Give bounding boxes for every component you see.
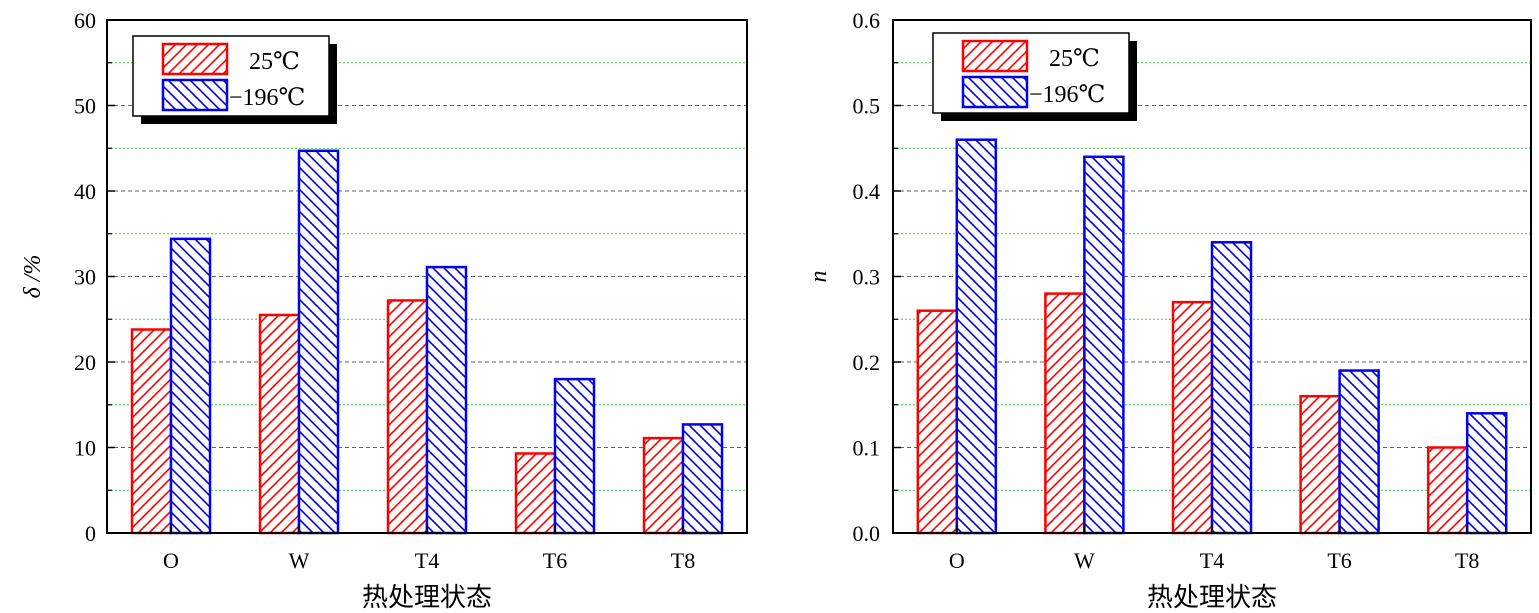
bar-t6-series-2 — [553, 377, 596, 535]
bar-t6-series-1 — [1299, 394, 1341, 535]
bar-o-series-1 — [916, 309, 959, 535]
legend-swatch-2 — [161, 78, 229, 112]
x-tick-label: T8 — [1455, 548, 1479, 573]
legend-label-2: −196℃ — [229, 85, 305, 111]
y-tick-label: 0.6 — [853, 8, 881, 33]
x-tick-label: O — [949, 548, 965, 573]
bar-w-series-2 — [297, 149, 340, 535]
plot-frame — [106, 19, 748, 534]
bar-o-series-2 — [955, 138, 998, 535]
bar-w-series-2 — [1083, 155, 1125, 535]
y-tick-label: 0.3 — [853, 265, 881, 290]
y-tick-label: 40 — [74, 179, 96, 204]
y-tick-label: 10 — [74, 436, 96, 461]
legend-swatch-2 — [961, 75, 1029, 109]
bar-o-series-1 — [130, 328, 173, 535]
x-axis-label: 热处理状态 — [362, 583, 492, 612]
y-axis-label: δ /% — [20, 255, 46, 299]
x-tick-label: T4 — [415, 548, 439, 573]
legend: 25℃ −196℃ — [932, 32, 1137, 121]
y-tick-label: 0.2 — [853, 350, 881, 375]
legend-label-2: −196℃ — [1029, 82, 1105, 108]
legend: 25℃ −196℃ — [132, 35, 337, 124]
bar-t4-series-2 — [1210, 241, 1253, 535]
x-tick-label: T6 — [543, 548, 567, 573]
legend-label-1: 25℃ — [1049, 46, 1100, 72]
bar-t8-series-2 — [681, 423, 724, 535]
x-tick-label: W — [1074, 548, 1095, 573]
chart-panel-2: 0.0 0.1 0.2 0.3 0.4 0.5 0.6 O W T4 T6 T8 热处理状态 n 25℃ −1… — [806, 8, 1532, 612]
bar-t6-series-1 — [514, 452, 557, 535]
plot-frame — [892, 19, 1532, 534]
legend-label-1: 25℃ — [249, 49, 300, 75]
y-tick-label: 30 — [74, 265, 96, 290]
legend-swatch-1 — [161, 42, 229, 76]
bar-t6-series-2 — [1338, 369, 1380, 535]
y-axis-label: n — [806, 271, 832, 283]
x-tick-label: T4 — [1200, 548, 1224, 573]
y-tick-label: 20 — [74, 350, 96, 375]
y-tick-label: 0.4 — [853, 179, 881, 204]
x-tick-label: W — [289, 548, 310, 573]
y-tick-label: 60 — [74, 8, 96, 33]
y-tick-label: 0 — [85, 521, 96, 546]
bar-t8-series-2 — [1465, 412, 1508, 535]
bar-w-series-1 — [258, 313, 301, 535]
bar-t8-series-1 — [642, 436, 685, 535]
y-tick-label: 0.1 — [853, 436, 881, 461]
x-tick-label: T6 — [1327, 548, 1351, 573]
chart-panel-1: 0 10 20 30 40 50 60 O W T4 T6 T8 热处理状态 δ /% 25℃ −196℃ — [20, 8, 748, 612]
x-tick-label: O — [163, 548, 179, 573]
y-tick-label: 0.5 — [853, 94, 881, 119]
bar-w-series-1 — [1044, 292, 1086, 535]
x-axis-label: 热处理状态 — [1147, 583, 1277, 612]
legend-swatch-1 — [961, 39, 1029, 73]
bar-o-series-2 — [169, 237, 212, 535]
bar-t4-series-1 — [386, 299, 429, 535]
bar-t4-series-2 — [425, 265, 468, 535]
y-tick-label: 50 — [74, 94, 96, 119]
x-tick-label: T8 — [671, 548, 695, 573]
bar-t4-series-1 — [1171, 300, 1214, 535]
bar-t8-series-1 — [1426, 446, 1469, 535]
y-tick-label: 0.0 — [853, 521, 881, 546]
